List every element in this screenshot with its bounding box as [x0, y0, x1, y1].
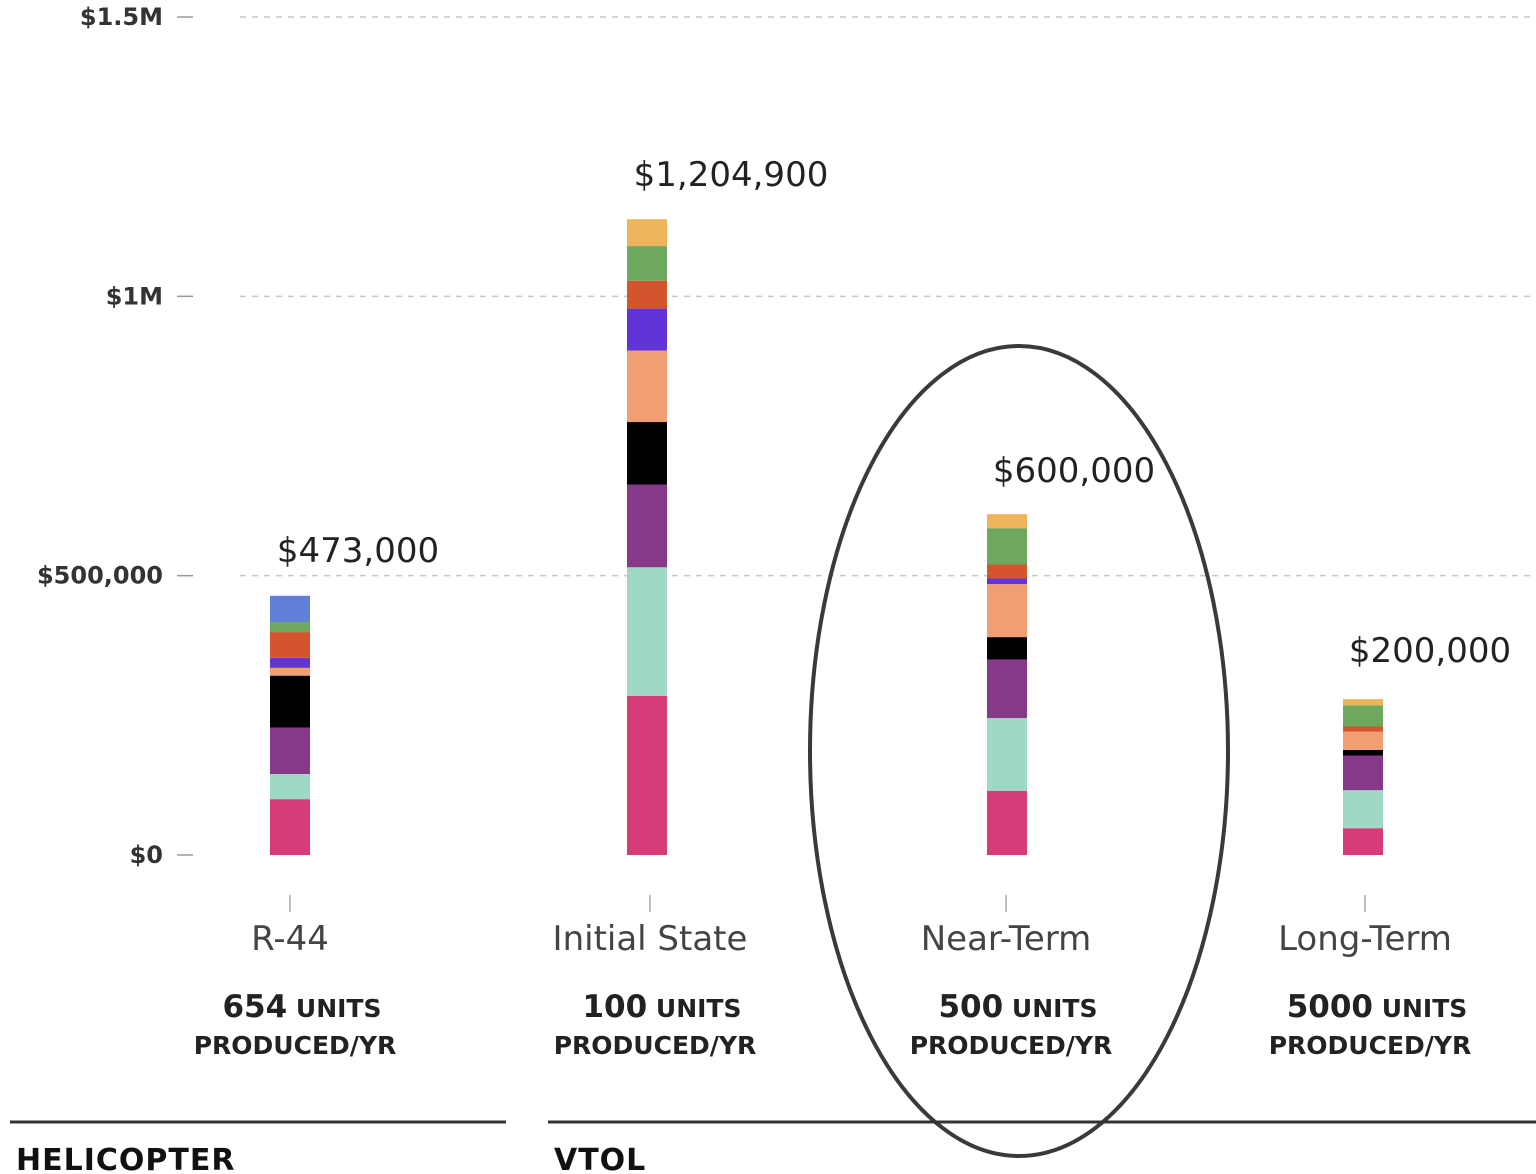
bar-segment — [987, 584, 1027, 638]
bar-segment — [270, 675, 310, 728]
units-label: 5000 UNITS — [1287, 989, 1468, 1025]
bar-stacks — [270, 219, 1383, 855]
bar-segment — [627, 308, 667, 351]
bar-total-label: $200,000 — [1349, 631, 1511, 671]
bar-segment — [627, 422, 667, 485]
bar-segment — [1343, 726, 1383, 732]
bar-segment — [987, 564, 1027, 579]
produced-per-year-label: PRODUCED/YR — [194, 1031, 397, 1060]
units-count: 654 — [222, 989, 287, 1025]
y-tick-label: $500,000 — [37, 562, 163, 590]
bar-segment — [270, 799, 310, 855]
units-label: 500 UNITS — [938, 989, 1097, 1025]
bar-segment — [1343, 749, 1383, 756]
category-label: Near-Term — [921, 919, 1092, 959]
bar-segment — [627, 246, 667, 281]
bar-total-labels: $473,000 $1,204,900 $600,000 $200,000 — [277, 155, 1511, 671]
bar-segment — [987, 514, 1027, 529]
bar-segment — [270, 657, 310, 668]
bar-segment — [627, 350, 667, 423]
units-word: UNITS — [647, 994, 741, 1023]
group-label: VTOL — [554, 1143, 646, 1174]
bar-segment — [987, 528, 1027, 565]
produced-per-year-label: PRODUCED/YR — [554, 1031, 757, 1060]
bar-segment — [987, 637, 1027, 660]
bar-segment — [1343, 705, 1383, 727]
category-label: Initial State — [553, 919, 748, 959]
units-count: 5000 — [1287, 989, 1373, 1025]
units-label: 100 UNITS — [582, 989, 741, 1025]
bar-segment — [987, 659, 1027, 719]
bar-segment — [270, 595, 310, 623]
bar-segment — [1343, 790, 1383, 829]
bar-segment — [270, 773, 310, 800]
highlight-ellipse — [808, 344, 1230, 1158]
x-axis: R-44 654 UNITS PRODUCED/YR Initial State 100… — [194, 895, 1472, 1060]
bar-segment — [1343, 755, 1383, 791]
group-label: HELICOPTER — [16, 1143, 235, 1174]
bar-segment — [627, 219, 667, 247]
bar-segment — [627, 695, 667, 855]
units-word: UNITS — [287, 994, 381, 1023]
y-axis: $0 $500,000 $1M $1.5M — [37, 3, 1536, 869]
group-labels: HELICOPTER VTOL — [10, 1120, 1536, 1174]
category-label: R-44 — [251, 919, 329, 959]
bar-total-label: $600,000 — [993, 451, 1155, 491]
bar-segment — [270, 727, 310, 774]
bar-segment — [627, 567, 667, 696]
units-count: 500 — [938, 989, 1003, 1025]
bar-segment — [1343, 731, 1383, 750]
y-tick-label: $0 — [130, 841, 163, 869]
bar-segment — [987, 578, 1027, 585]
y-tick-label: $1.5M — [80, 3, 163, 31]
units-label: 654 UNITS — [222, 989, 381, 1025]
bar-segment — [1343, 699, 1383, 706]
bar-segment — [987, 718, 1027, 791]
bar-total-label: $473,000 — [277, 531, 439, 571]
units-count: 100 — [582, 989, 647, 1025]
bar-segment — [270, 667, 310, 676]
bar-segment — [270, 632, 310, 658]
bar-segment — [627, 484, 667, 568]
units-word: UNITS — [1373, 994, 1467, 1023]
bar-segment — [987, 790, 1027, 855]
produced-per-year-label: PRODUCED/YR — [910, 1031, 1113, 1060]
bar-segment — [1343, 828, 1383, 855]
bar-total-label: $1,204,900 — [634, 155, 829, 195]
produced-per-year-label: PRODUCED/YR — [1269, 1031, 1472, 1060]
bar-segment — [627, 280, 667, 309]
category-label: Long-Term — [1278, 919, 1452, 959]
y-tick-label: $1M — [106, 282, 163, 310]
units-word: UNITS — [1003, 994, 1097, 1023]
bar-segment — [270, 622, 310, 633]
